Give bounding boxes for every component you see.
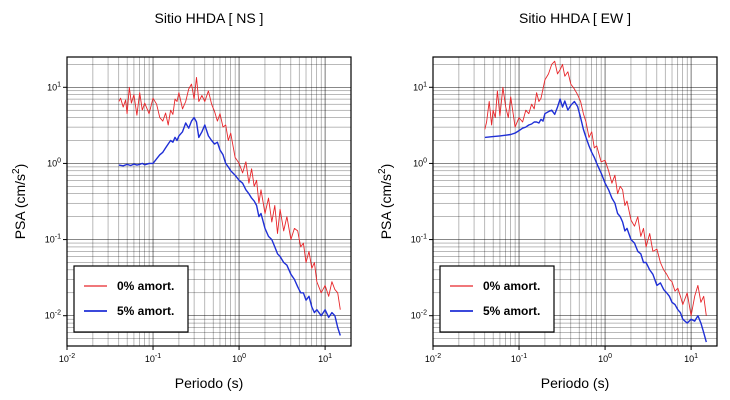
chart-title: Sitio HHDA [ NS ] [155,10,264,26]
chart-panel-1: Sitio HHDA [ NS ] 10-2 10-1 100 101 10-2 10-1 1… [11,10,352,391]
legend-box [439,265,555,333]
series-line-damped [484,98,707,343]
x-tick-label: 100 [598,353,612,364]
x-tick-label: 10-2 [59,353,75,364]
legend: 0% amort. 5% amort. [73,265,189,333]
series-line-undamped [484,60,707,317]
x-tick-label: 10-2 [425,353,441,364]
y-tick-label: 10-1 [411,234,427,245]
y-axis-label: PSA (cm/s2) [377,164,394,240]
x-tick-label: 10-1 [511,353,527,364]
x-tick-label: 10-1 [145,353,161,364]
y-tick-label: 100 [413,157,427,168]
x-tick-label: 100 [232,353,246,364]
legend-label: 5% amort. [483,304,540,318]
grid [66,57,352,347]
legend-label: 0% amort. [483,279,540,293]
series-line-damped [118,116,341,336]
y-tick-label: 10-1 [45,234,61,245]
legend-label: 5% amort. [117,304,174,318]
y-tick-label: 100 [47,157,61,168]
y-tick-label: 101 [413,81,427,92]
chart-title: Sitio HHDA [ EW ] [519,10,631,26]
y-tick-label: 10-2 [45,310,61,321]
series-line-undamped [118,76,341,310]
y-tick-label: 10-2 [411,310,427,321]
legend-label: 0% amort. [117,279,174,293]
x-tick-label: 101 [318,353,332,364]
x-axis-label: Periodo (s) [541,375,609,391]
y-axis-label: PSA (cm/s2) [11,164,28,240]
x-axis-label: Periodo (s) [175,375,243,391]
legend: 0% amort. 5% amort. [439,265,555,333]
x-tick-label: 101 [684,353,698,364]
legend-box [73,265,189,333]
y-tick-label: 101 [47,81,61,92]
plot-frame [66,56,352,347]
chart-panel-2: Sitio HHDA [ EW ] 10-2 10-1 100 101 10-2 10-1 1… [377,10,718,391]
plot-frame [432,56,718,347]
